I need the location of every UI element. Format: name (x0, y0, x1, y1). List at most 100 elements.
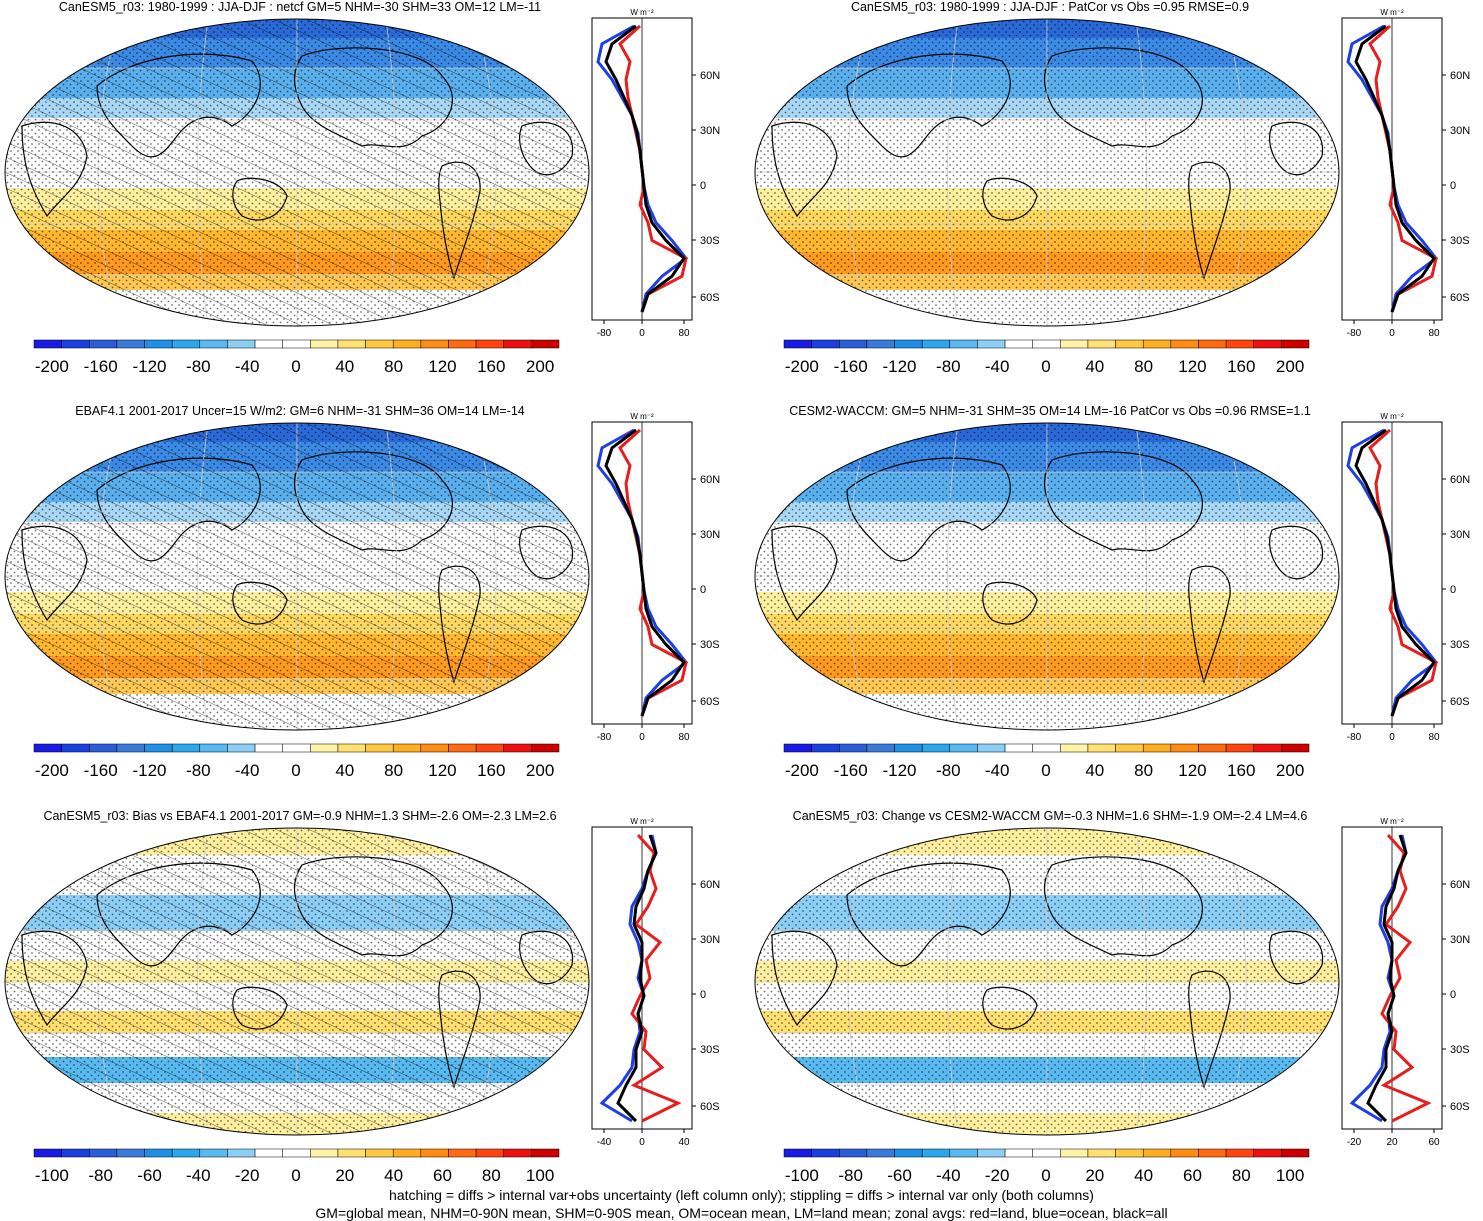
colorbar-tick-label: 200 (526, 357, 554, 376)
zonal-land-line (1380, 833, 1432, 1123)
zonal-tick-label: 80 (1428, 328, 1440, 339)
colorbar-tick-label: 20 (335, 1166, 354, 1185)
zonal-tick-label: 20 (1386, 1137, 1398, 1148)
zonal-tick-label: -80 (597, 732, 612, 743)
robinson-map (754, 422, 1340, 731)
panel-title: CanESM5_r03: Change vs CESM2-WACCM GM=-0… (792, 809, 1308, 823)
zonal-tick-label: 0 (1389, 732, 1395, 743)
latitude-label: 0 (700, 180, 706, 192)
colorbar-tick-label: 40 (1085, 761, 1104, 780)
colorbar-tick-label: -200 (785, 357, 819, 376)
latitude-label: 30N (1450, 125, 1470, 137)
zonal-tick-label: 0 (1389, 328, 1395, 339)
colorbar-tick-label: -20 (985, 1166, 1010, 1185)
footer-hatching-note: hatching = diffs > internal var+obs unce… (389, 1187, 1094, 1203)
colorbar-tick-label: 0 (291, 761, 300, 780)
colorbar-tick-label: 100 (526, 1166, 554, 1185)
latitude-label: 30N (1450, 934, 1470, 946)
zonal-land-line (630, 833, 682, 1123)
colorbar-tick-label: 80 (384, 357, 403, 376)
zonal-tick-label: 0 (639, 1137, 645, 1148)
colorbar-tick-label: 160 (477, 357, 505, 376)
latitude-label: 30N (1450, 529, 1470, 541)
zonal-all-line (1354, 24, 1436, 313)
colorbar-tick-label: 80 (1232, 1166, 1251, 1185)
colorbar-tick-label: -120 (132, 357, 166, 376)
colorbar-tick-label: 100 (1276, 1166, 1304, 1185)
zonal-all-line (616, 834, 658, 1123)
latitude-label: 30N (700, 934, 720, 946)
zonal-all-line (1366, 834, 1408, 1123)
colorbar-tick-label: -160 (834, 357, 868, 376)
robinson-map (4, 18, 590, 327)
panel-2: CanESM5_r03: 1980-1999 : JJA-DJF : PatCo… (750, 0, 1483, 385)
latitude-label: 0 (700, 989, 706, 1001)
robinson-map (754, 18, 1340, 327)
latitude-label: 30S (1450, 1044, 1470, 1056)
colorbar-tick-label: -80 (838, 1166, 863, 1185)
colorbar-tick-label: 200 (1276, 357, 1304, 376)
colorbar-tick-label: 200 (1276, 761, 1304, 780)
colorbar-tick-label: -80 (936, 357, 961, 376)
zonal-tick-label: -80 (597, 328, 612, 339)
colorbar-tick-label: -160 (84, 357, 118, 376)
colorbar-tick-label: -60 (137, 1166, 162, 1185)
colorbar-tick-label: 80 (1134, 761, 1153, 780)
robinson-map (754, 827, 1340, 1136)
zonal-tick-label: -20 (1347, 1137, 1362, 1148)
zonal-unit-label: W m⁻² (630, 8, 654, 17)
latitude-label: 30S (700, 639, 720, 651)
latitude-label: 30N (700, 529, 720, 541)
colorbar-tick-label: 120 (428, 357, 456, 376)
colorbar-tick-label: 80 (1134, 357, 1153, 376)
latitude-label: 60S (1450, 1101, 1470, 1113)
colorbar-tick-label: -20 (235, 1166, 260, 1185)
colorbar-tick-label: 40 (384, 1166, 403, 1185)
latitude-label: 0 (1450, 180, 1456, 192)
colorbar-tick-label: -40 (235, 357, 260, 376)
colorbar-tick-label: -80 (186, 761, 211, 780)
colorbar-tick-label: -100 (35, 1166, 69, 1185)
zonal-mean-plot: W m⁻² 60N 30N 0 30S 60S -20 20 60 (1341, 817, 1470, 1148)
zonal-mean-plot: W m⁻² 60N 30N 0 30S 60S -80 0 80 (1341, 8, 1470, 339)
panel-3: EBAF4.1 2001-2017 Uncer=15 W/m2: GM=6 NH… (0, 404, 735, 789)
colorbar: -200 -160 -120 -80 -40 0 40 80 120 160 200 (33, 743, 560, 780)
latitude-label: 60S (1450, 696, 1470, 708)
zonal-unit-label: W m⁻² (630, 817, 654, 826)
colorbar-tick-label: 0 (291, 1166, 300, 1185)
colorbar: -200 -160 -120 -80 -40 0 40 80 120 160 200 (783, 743, 1310, 780)
colorbar-tick-label: 80 (482, 1166, 501, 1185)
latitude-label: 30S (700, 235, 720, 247)
panel-1: CanESM5_r03: 1980-1999 : JJA-DJF : netcf… (0, 0, 735, 385)
colorbar-tick-label: 120 (1178, 761, 1206, 780)
zonal-tick-label: 80 (678, 328, 690, 339)
zonal-tick-label: 40 (678, 1137, 690, 1148)
footer-legend-note: GM=global mean, NHM=0-90N mean, SHM=0-90… (315, 1205, 1168, 1221)
colorbar-tick-label: 120 (428, 761, 456, 780)
zonal-unit-label: W m⁻² (1380, 412, 1404, 421)
latitude-label: 60S (700, 696, 720, 708)
latitude-label: 60N (1450, 879, 1470, 891)
latitude-label: 30S (700, 1044, 720, 1056)
latitude-label: 30N (700, 125, 720, 137)
latitude-label: 60N (700, 879, 720, 891)
colorbar-tick-label: -200 (35, 761, 69, 780)
colorbar-tick-label: 40 (1134, 1166, 1153, 1185)
latitude-label: 30S (1450, 639, 1470, 651)
colorbar-tick-label: 60 (1183, 1166, 1202, 1185)
latitude-label: 60N (1450, 70, 1470, 82)
zonal-tick-label: 60 (1428, 1137, 1440, 1148)
latitude-label: 60N (700, 474, 720, 486)
colorbar-tick-label: 40 (335, 761, 354, 780)
colorbar-tick-label: 40 (1085, 357, 1104, 376)
colorbar-tick-label: 40 (335, 357, 354, 376)
panel-title: CanESM5_r03: 1980-1999 : JJA-DJF : netcf… (58, 0, 542, 14)
colorbar-tick-label: -80 (186, 357, 211, 376)
colorbar-tick-label: 160 (1227, 357, 1255, 376)
colorbar-tick-label: -40 (235, 761, 260, 780)
robinson-map (4, 422, 590, 731)
colorbar-tick-label: -60 (887, 1166, 912, 1185)
colorbar-tick-label: 200 (526, 761, 554, 780)
colorbar: -200 -160 -120 -80 -40 0 40 80 120 160 200 (783, 339, 1310, 376)
colorbar-tick-label: 0 (291, 357, 300, 376)
